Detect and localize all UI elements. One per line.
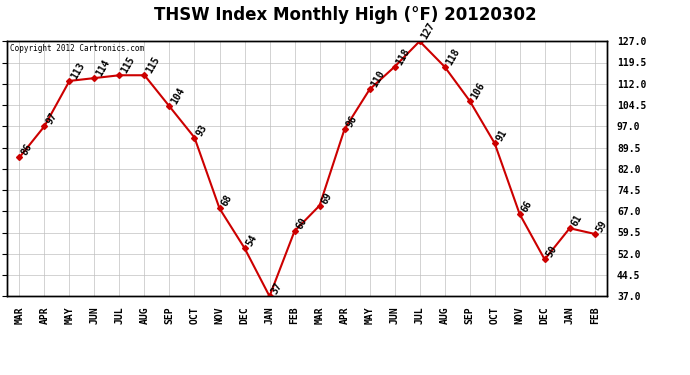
Text: 91: 91 [495, 128, 509, 143]
Text: 110: 110 [370, 69, 387, 89]
Text: 59: 59 [595, 219, 609, 234]
Text: 69: 69 [319, 190, 334, 206]
Text: 50: 50 [544, 244, 559, 260]
Text: 96: 96 [344, 114, 359, 129]
Text: 61: 61 [570, 213, 584, 228]
Text: 97: 97 [44, 111, 59, 126]
Text: 93: 93 [195, 122, 209, 138]
Text: 86: 86 [19, 142, 34, 158]
Text: 114: 114 [95, 58, 112, 78]
Text: 115: 115 [144, 55, 162, 75]
Text: 104: 104 [170, 86, 187, 106]
Text: 60: 60 [295, 216, 309, 231]
Text: Copyright 2012 Cartronics.com: Copyright 2012 Cartronics.com [10, 44, 144, 53]
Text: 118: 118 [395, 46, 412, 67]
Text: 66: 66 [520, 199, 534, 214]
Text: 118: 118 [444, 46, 462, 67]
Text: 37: 37 [270, 281, 284, 296]
Text: 115: 115 [119, 55, 137, 75]
Text: 127: 127 [420, 21, 437, 41]
Text: 113: 113 [70, 61, 87, 81]
Text: THSW Index Monthly High (°F) 20120302: THSW Index Monthly High (°F) 20120302 [154, 6, 536, 24]
Text: 54: 54 [244, 233, 259, 248]
Text: 68: 68 [219, 193, 234, 208]
Text: 106: 106 [470, 81, 487, 101]
